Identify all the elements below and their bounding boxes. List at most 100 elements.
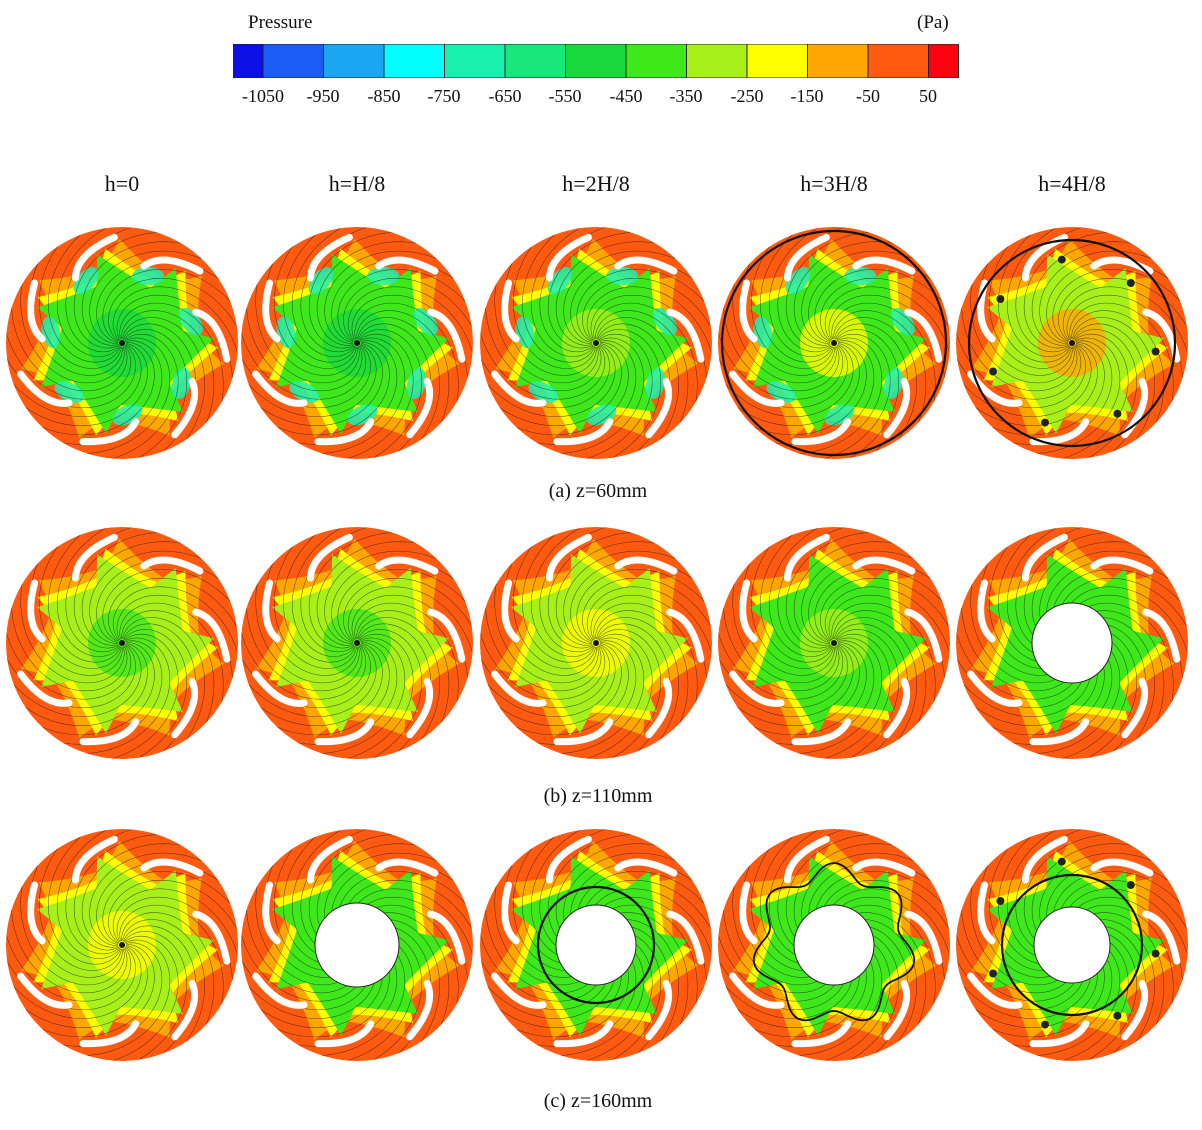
contour-panel: [6, 527, 238, 759]
colorbar-tick: -950: [306, 86, 340, 106]
impeller-blade: [852, 256, 916, 275]
impeller-blade: [17, 370, 73, 407]
impeller-blade: [406, 377, 434, 439]
streamlines: [6, 227, 238, 459]
impeller-blade: [171, 377, 199, 439]
impeller-blade: [1021, 835, 1068, 884]
vortex-center: [119, 942, 125, 948]
impeller-blade: [171, 677, 199, 739]
impeller-blade: [967, 972, 1023, 1009]
impeller-blade: [883, 677, 911, 739]
impeller-blade: [17, 670, 73, 707]
low-pressure-patch: [606, 266, 639, 286]
impeller-blade: [252, 972, 308, 1009]
row-caption: (a) z=60mm: [548, 480, 648, 502]
impeller-blade: [71, 233, 118, 282]
impeller-blade: [1029, 1020, 1090, 1048]
contour-panel: [241, 527, 473, 759]
colorbar-segment: [383, 44, 445, 78]
impeller-blade: [614, 556, 678, 575]
impeller-blade: [314, 418, 375, 446]
vortex-center: [593, 340, 599, 346]
impeller-blade: [140, 858, 204, 877]
impeller-blade: [491, 370, 547, 407]
vortex-spot: [1126, 279, 1135, 287]
vortex-spot: [1126, 881, 1135, 889]
low-pressure-patch: [41, 316, 61, 349]
impeller-blade: [306, 533, 353, 582]
vortex-ring: [536, 885, 656, 1005]
legend-unit: (Pa): [917, 12, 949, 33]
low-pressure-patch: [132, 266, 165, 286]
contour-panel: [956, 227, 1188, 459]
impeller-blade: [904, 910, 943, 965]
impeller-blade: [375, 256, 439, 275]
colorbar-tick: -850: [367, 86, 401, 106]
impeller-blade: [192, 910, 231, 965]
vortex-spot: [1057, 255, 1066, 264]
impeller-blade: [904, 308, 943, 363]
colorbar-segment: [686, 44, 748, 78]
impeller-blade: [739, 881, 758, 945]
colorbar-segment: [746, 44, 808, 78]
low-pressure-patch: [276, 316, 296, 349]
colorbar-segment: [928, 44, 959, 78]
impeller-blade: [729, 972, 785, 1009]
low-pressure-patch: [844, 266, 877, 286]
column-header: h=H/8: [328, 171, 386, 196]
streamlines: [241, 227, 473, 459]
impeller-blade: [501, 579, 520, 643]
impeller-blade: [306, 835, 353, 884]
impeller-blade: [375, 858, 439, 877]
column-header: h=0: [104, 171, 140, 196]
colorbar-tick: -150: [790, 86, 824, 106]
low-pressure-patch: [652, 307, 677, 336]
impeller-blade: [545, 835, 592, 884]
impeller-blade: [545, 233, 592, 282]
vortex-center: [831, 640, 837, 646]
impeller-blade: [883, 979, 911, 1041]
contour-panel: [480, 527, 712, 759]
impeller-blade: [553, 418, 614, 446]
impeller-blade: [262, 279, 281, 343]
vortex-center: [593, 640, 599, 646]
impeller-blade: [27, 279, 46, 343]
vortex-ring: [720, 229, 948, 457]
low-pressure-patch: [289, 381, 320, 403]
impeller-blade: [375, 556, 439, 575]
impeller-blade: [27, 579, 46, 643]
vortex-ring: [752, 862, 916, 1022]
impeller-blade: [729, 370, 785, 407]
low-pressure-patch: [308, 267, 334, 295]
impeller-blade: [852, 858, 916, 877]
hub-hole: [1033, 906, 1111, 984]
vortex-ring: [967, 238, 1177, 448]
impeller-blade: [852, 556, 916, 575]
colorbar-tick: -450: [609, 86, 643, 106]
impeller-blade: [1142, 910, 1181, 965]
hub-hole: [793, 904, 875, 986]
colorbar-segment: [807, 44, 869, 78]
impeller-blade: [501, 881, 520, 945]
impeller-blade: [739, 579, 758, 643]
impeller-blade: [140, 256, 204, 275]
colorbar-segment: [867, 44, 929, 78]
vortex-spot: [996, 295, 1005, 303]
vortex-spot: [996, 897, 1005, 905]
contour-panel: [241, 829, 473, 1061]
contour-panel: [718, 829, 950, 1061]
column-header: h=2H/8: [562, 171, 630, 196]
impeller-blade: [71, 835, 118, 884]
impeller-blade: [883, 377, 911, 439]
impeller-blade: [406, 677, 434, 739]
low-pressure-patch: [785, 267, 811, 295]
impeller-blade: [1142, 608, 1181, 663]
vortex-ring: [1000, 873, 1144, 1017]
impeller-blade: [314, 718, 375, 746]
colorbar-tick: -650: [488, 86, 522, 106]
impeller-blade: [27, 881, 46, 945]
impeller-blade: [1121, 677, 1149, 739]
contour-panel: [480, 227, 712, 459]
colorbar-segment: [504, 44, 566, 78]
low-pressure-patch: [890, 307, 915, 336]
